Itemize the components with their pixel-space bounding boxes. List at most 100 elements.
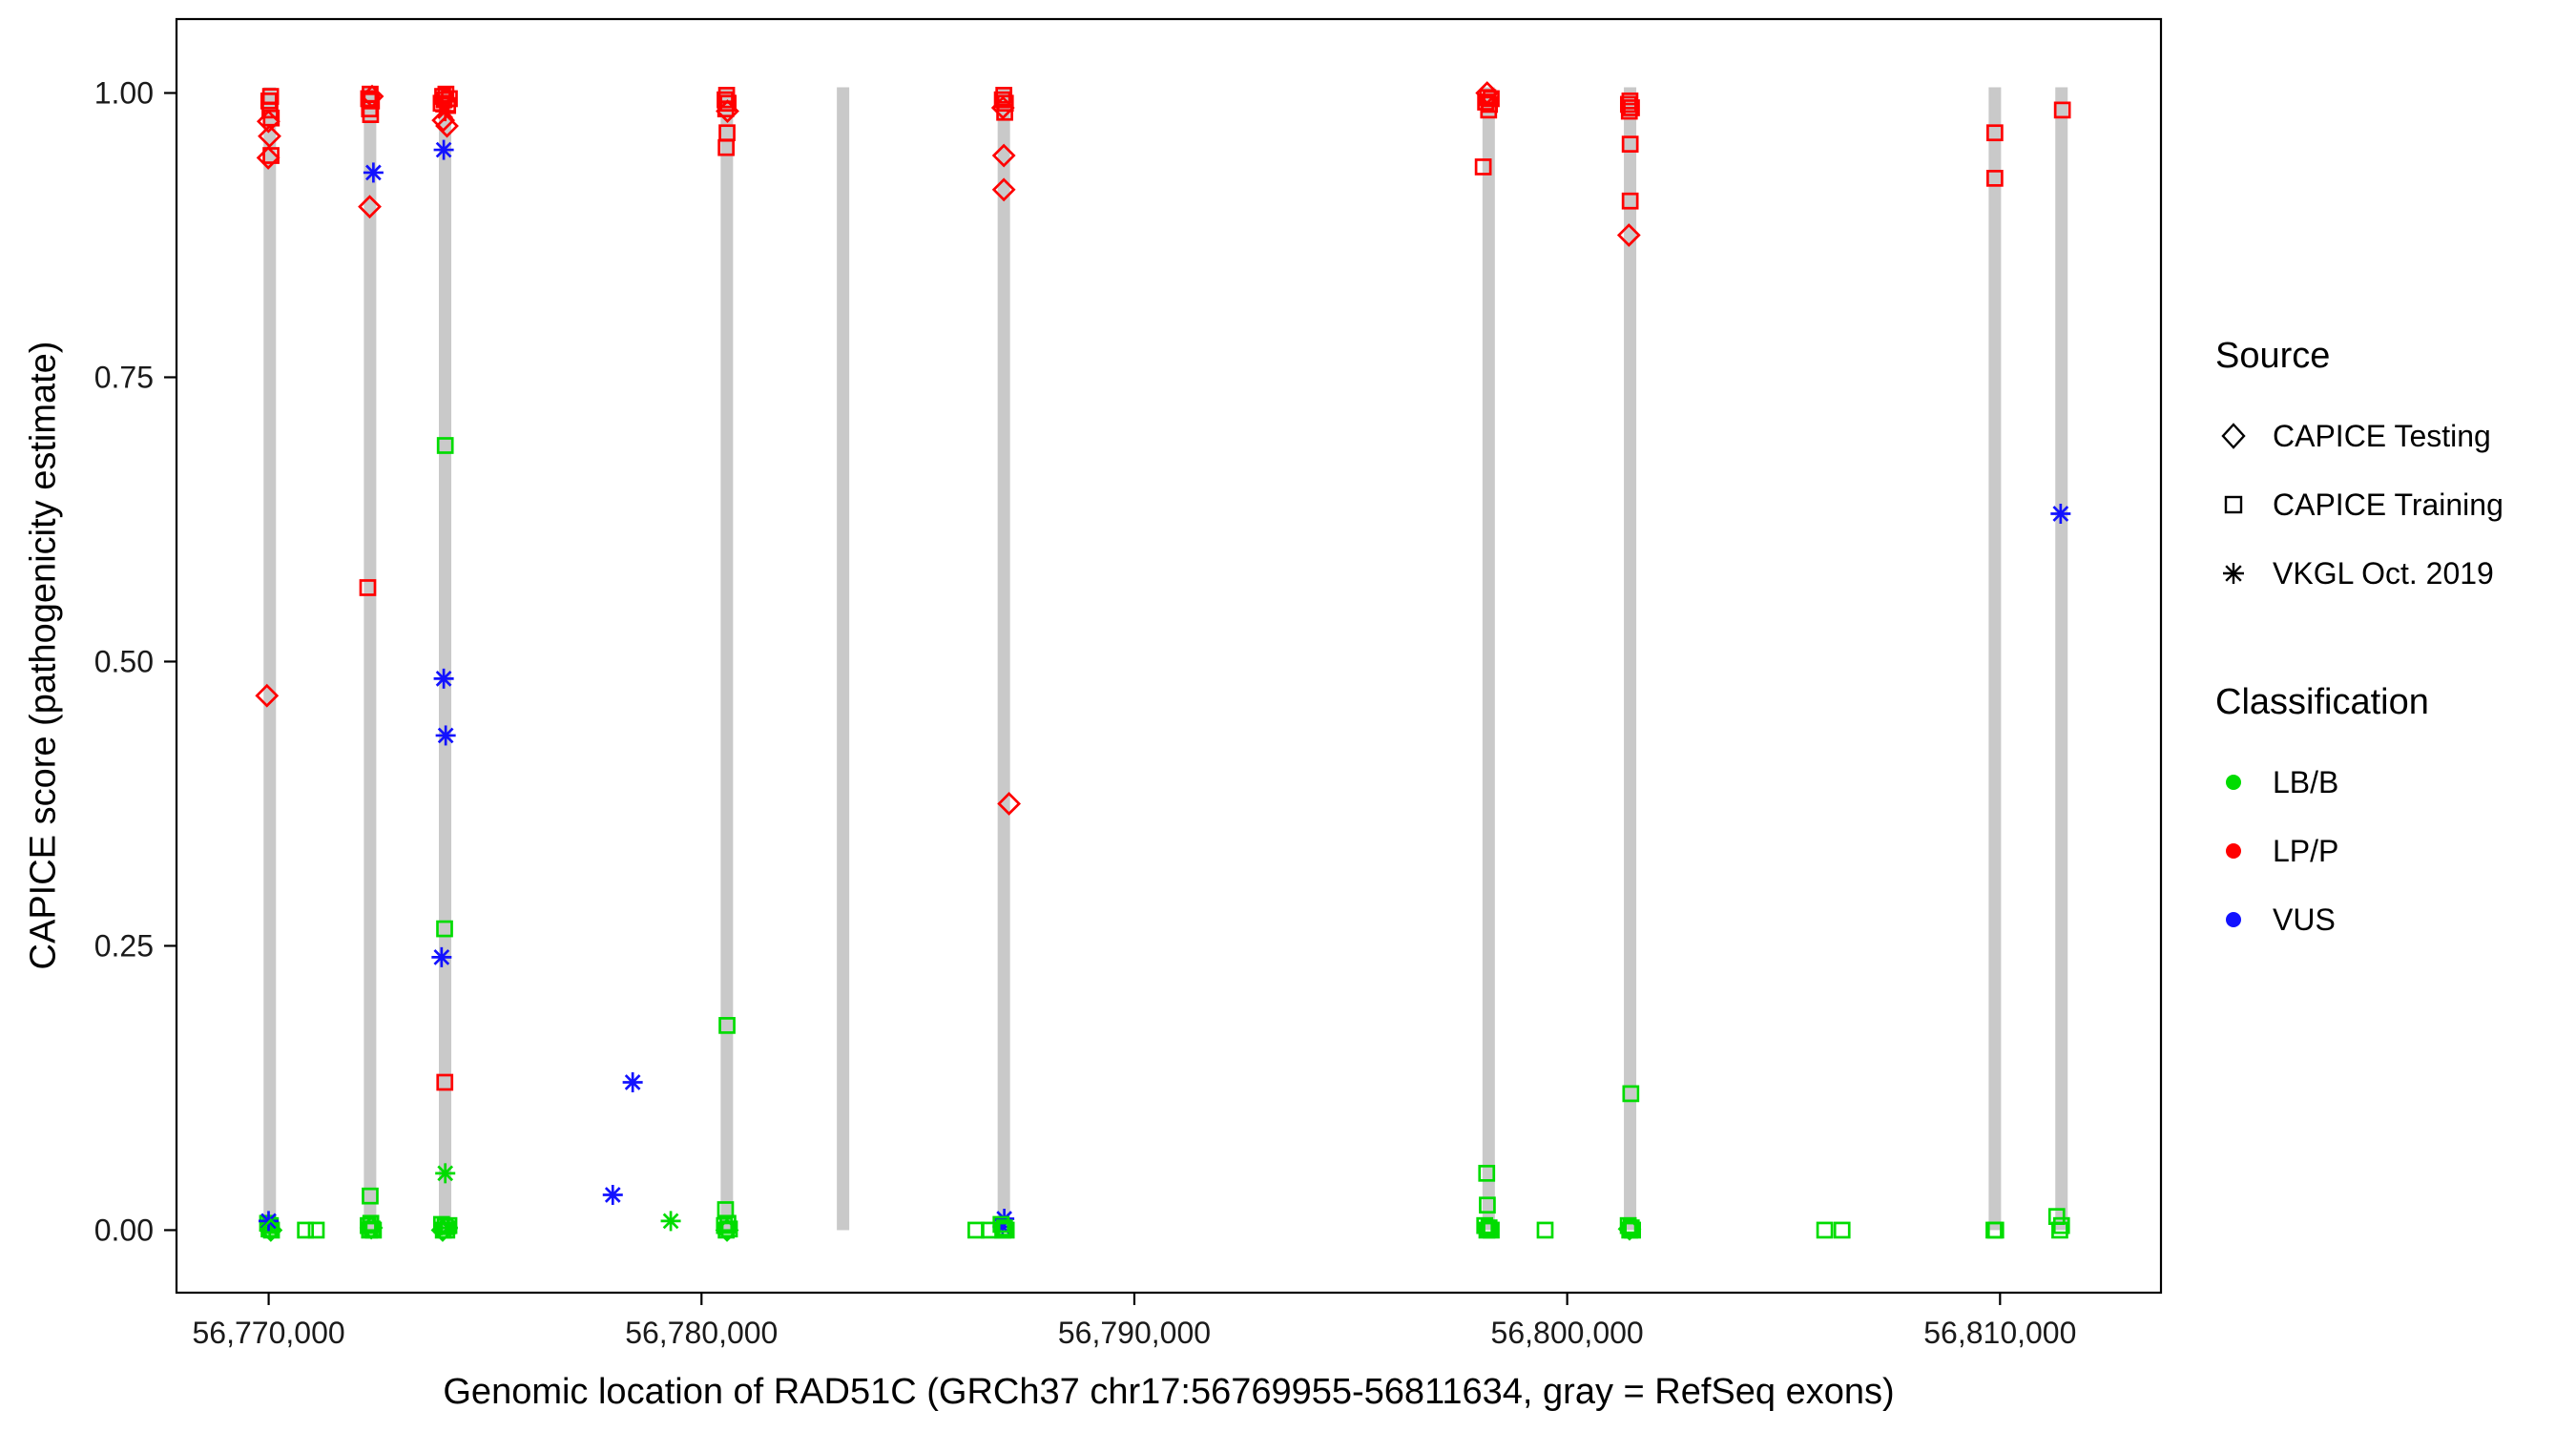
data-point-square bbox=[1621, 192, 1639, 210]
data-point-square bbox=[718, 1017, 736, 1034]
legend-item-label: VKGL Oct. 2019 bbox=[2273, 555, 2494, 591]
x-tick-label: 56,770,000 bbox=[193, 1316, 345, 1350]
x-axis-title: Genomic location of RAD51C (GRCh37 chr17… bbox=[443, 1372, 1895, 1412]
data-point-asterisk bbox=[660, 1211, 681, 1232]
exon-bar bbox=[997, 87, 1010, 1231]
legend-item-label: LP/P bbox=[2273, 833, 2339, 868]
data-point-square bbox=[2051, 1221, 2068, 1239]
diamond-icon bbox=[2215, 419, 2252, 453]
red-dot-icon bbox=[2215, 843, 2252, 859]
data-point-square bbox=[1478, 1164, 1496, 1182]
data-point-diamond bbox=[1616, 223, 1641, 247]
data-point-square bbox=[362, 106, 380, 123]
data-point-square bbox=[1986, 1221, 2005, 1239]
data-point-diamond bbox=[359, 1215, 384, 1240]
panel-border bbox=[175, 17, 2163, 1295]
data-point-asterisk bbox=[431, 946, 452, 967]
exon-bar bbox=[837, 87, 850, 1231]
legend-item-vus: VUS bbox=[2215, 885, 2503, 954]
legend: Source CAPICE Testing CAPICE Training bbox=[2215, 336, 2503, 954]
data-point-diamond bbox=[435, 114, 459, 138]
data-point-square bbox=[1623, 99, 1640, 116]
data-point-square bbox=[1986, 124, 2004, 142]
data-point-diamond bbox=[997, 792, 1022, 816]
y-tick-label: 0.25 bbox=[94, 928, 154, 963]
y-tick-label: 1.00 bbox=[94, 75, 154, 110]
legend-source-title: Source bbox=[2215, 336, 2331, 376]
data-point-square bbox=[260, 92, 278, 110]
legend-item-lpp: LP/P bbox=[2215, 817, 2503, 885]
x-tick-label: 56,800,000 bbox=[1491, 1316, 1644, 1350]
legend-item-lbb: LB/B bbox=[2215, 748, 2503, 817]
data-point-square bbox=[717, 138, 735, 156]
data-point-diamond bbox=[1617, 1216, 1642, 1241]
data-point-square bbox=[359, 579, 377, 596]
data-point-square bbox=[717, 91, 734, 109]
data-point-asterisk bbox=[433, 139, 454, 160]
legend-classification-title: Classification bbox=[2215, 682, 2429, 722]
data-point-square bbox=[307, 1221, 325, 1239]
exon-bar bbox=[439, 87, 452, 1231]
data-point-asterisk bbox=[435, 725, 456, 746]
data-point-square bbox=[1622, 1085, 1640, 1103]
data-point-square bbox=[1483, 90, 1500, 108]
data-point-square bbox=[719, 94, 737, 113]
data-point-square bbox=[262, 147, 280, 164]
data-point-square bbox=[719, 1214, 737, 1233]
exon-bar bbox=[720, 87, 734, 1231]
data-point-square bbox=[1483, 1221, 1500, 1239]
data-point-diamond bbox=[991, 177, 1016, 202]
x-tick-label: 56,810,000 bbox=[1923, 1316, 2076, 1350]
x-tick-label: 56,780,000 bbox=[625, 1316, 778, 1350]
data-point-asterisk bbox=[435, 1163, 456, 1184]
data-point-square bbox=[2053, 101, 2071, 119]
x-tick-label: 56,790,000 bbox=[1058, 1316, 1211, 1350]
data-point-square bbox=[1474, 158, 1492, 176]
data-point-square bbox=[1620, 102, 1638, 120]
asterisk-icon bbox=[2215, 556, 2252, 591]
data-point-diamond bbox=[255, 683, 280, 708]
data-point-square bbox=[262, 109, 280, 127]
legend-item-label: CAPICE Training bbox=[2273, 487, 2503, 522]
data-point-asterisk bbox=[435, 101, 456, 122]
data-point-square bbox=[1480, 101, 1498, 119]
data-point-diamond bbox=[715, 1218, 739, 1242]
exon-bar bbox=[1988, 87, 2002, 1231]
data-point-square bbox=[1833, 1221, 1851, 1239]
data-point-asterisk bbox=[363, 162, 384, 183]
data-point-square bbox=[996, 103, 1013, 121]
data-point-asterisk bbox=[437, 1217, 458, 1238]
legend-item-label: LB/B bbox=[2273, 764, 2339, 799]
data-point-square bbox=[297, 1221, 315, 1239]
legend-spacer bbox=[2215, 608, 2503, 682]
data-point-square bbox=[995, 1219, 1013, 1236]
legend-item-label: VUS bbox=[2273, 902, 2336, 937]
data-point-square bbox=[1480, 1219, 1498, 1236]
square-icon bbox=[2215, 487, 2252, 522]
data-point-diamond bbox=[991, 143, 1016, 168]
data-point-square bbox=[2052, 1216, 2070, 1234]
legend-item-vkgl: VKGL Oct. 2019 bbox=[2215, 539, 2503, 608]
data-point-square bbox=[362, 1187, 379, 1205]
exon-bar bbox=[364, 87, 377, 1231]
data-point-square bbox=[1536, 1221, 1554, 1239]
data-point-square bbox=[1986, 170, 2004, 187]
data-point-square bbox=[1816, 1221, 1834, 1239]
legend-group-source: Source CAPICE Testing CAPICE Training bbox=[2215, 336, 2503, 608]
data-point-square bbox=[436, 920, 453, 938]
data-point-square bbox=[1479, 1196, 1496, 1214]
green-dot-icon bbox=[2215, 775, 2252, 790]
y-tick-label: 0.75 bbox=[94, 360, 154, 394]
data-point-diamond bbox=[256, 146, 280, 170]
data-point-diamond bbox=[358, 195, 382, 219]
data-point-square bbox=[992, 1215, 1010, 1234]
data-point-asterisk bbox=[433, 668, 454, 689]
data-point-square bbox=[997, 1221, 1015, 1239]
data-point-diamond bbox=[258, 124, 281, 149]
legend-item-capice-testing: CAPICE Testing bbox=[2215, 402, 2503, 470]
data-point-diamond bbox=[259, 1218, 283, 1242]
exon-bar bbox=[2055, 87, 2068, 1231]
data-point-diamond bbox=[716, 99, 739, 123]
blue-dot-icon bbox=[2215, 912, 2252, 927]
